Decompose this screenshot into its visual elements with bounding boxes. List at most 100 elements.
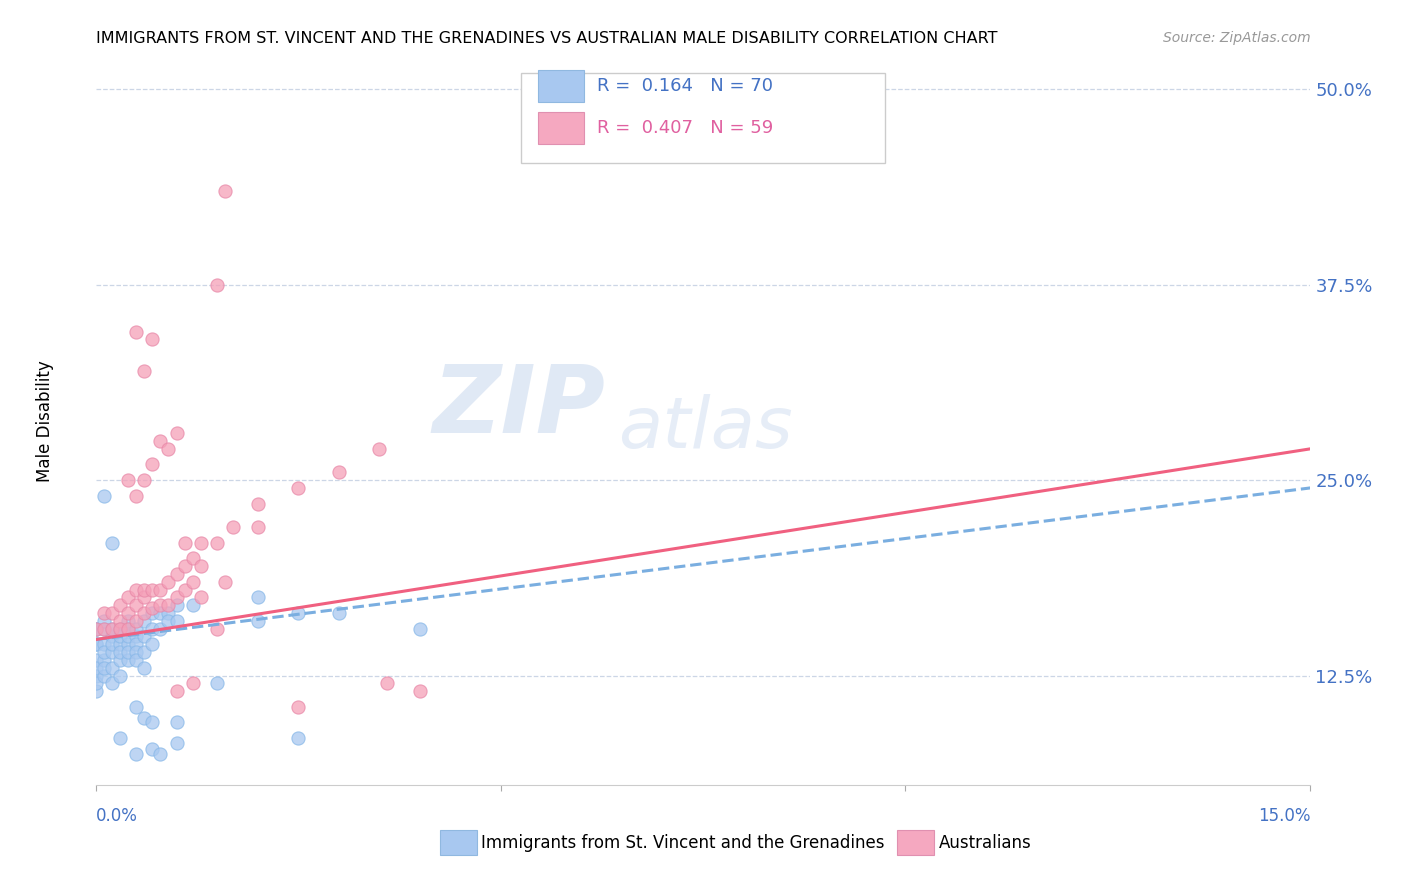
Text: Australians: Australians xyxy=(939,834,1032,852)
Point xyxy=(117,629,139,643)
Point xyxy=(93,653,115,667)
Text: 0.0%: 0.0% xyxy=(96,807,138,825)
Point xyxy=(117,591,139,605)
Point xyxy=(181,574,204,589)
Point xyxy=(246,497,269,511)
Point xyxy=(190,559,212,574)
Point xyxy=(84,637,107,651)
Point xyxy=(117,637,139,651)
Point xyxy=(166,614,188,628)
Point xyxy=(108,629,131,643)
Point xyxy=(125,489,148,503)
Point xyxy=(149,598,172,612)
Point xyxy=(214,574,236,589)
Point xyxy=(141,715,163,730)
Point xyxy=(246,520,269,534)
Point xyxy=(157,574,180,589)
Point xyxy=(368,442,391,456)
Point xyxy=(101,661,124,675)
Point xyxy=(190,535,212,549)
Point xyxy=(328,606,350,620)
Point xyxy=(246,591,269,605)
Point xyxy=(125,747,148,761)
Point xyxy=(166,684,188,698)
Point xyxy=(205,622,228,636)
Point xyxy=(125,637,148,651)
Point xyxy=(134,661,156,675)
Point xyxy=(173,535,195,549)
Point xyxy=(93,668,115,682)
Text: R =  0.164   N = 70: R = 0.164 N = 70 xyxy=(598,77,773,95)
Text: IMMIGRANTS FROM ST. VINCENT AND THE GRENADINES VS AUSTRALIAN MALE DISABILITY COR: IMMIGRANTS FROM ST. VINCENT AND THE GREN… xyxy=(96,31,997,46)
Point xyxy=(141,582,163,597)
Point xyxy=(93,489,115,503)
Point xyxy=(93,637,115,651)
Point xyxy=(134,473,156,487)
Point xyxy=(157,598,180,612)
Point xyxy=(173,559,195,574)
Point xyxy=(101,629,124,643)
Point xyxy=(125,582,148,597)
Point xyxy=(205,535,228,549)
Text: R =  0.407   N = 59: R = 0.407 N = 59 xyxy=(598,119,773,136)
Point xyxy=(149,747,172,761)
Point xyxy=(214,184,236,198)
Point xyxy=(134,645,156,659)
Point xyxy=(141,458,163,472)
Point xyxy=(375,676,398,690)
Point xyxy=(93,622,115,636)
Point xyxy=(117,606,139,620)
Point xyxy=(134,711,156,725)
Point xyxy=(84,653,107,667)
Point xyxy=(84,668,107,682)
Point xyxy=(157,442,180,456)
Point xyxy=(166,591,188,605)
Point xyxy=(287,699,309,714)
Point xyxy=(134,629,156,643)
Point xyxy=(108,622,131,636)
Point xyxy=(166,736,188,750)
Point xyxy=(84,622,107,636)
Point xyxy=(125,622,148,636)
Point xyxy=(205,277,228,292)
Point xyxy=(84,676,107,690)
Point xyxy=(125,629,148,643)
Point xyxy=(141,622,163,636)
Text: Immigrants from St. Vincent and the Grenadines: Immigrants from St. Vincent and the Gren… xyxy=(481,834,884,852)
Point xyxy=(205,676,228,690)
Point xyxy=(134,591,156,605)
Point xyxy=(328,465,350,479)
Point xyxy=(141,742,163,756)
Point xyxy=(108,653,131,667)
Point xyxy=(134,606,156,620)
Point xyxy=(134,582,156,597)
FancyBboxPatch shape xyxy=(537,112,583,144)
Point xyxy=(84,684,107,698)
Point xyxy=(117,614,139,628)
Point xyxy=(125,653,148,667)
Point xyxy=(125,645,148,659)
Point xyxy=(157,606,180,620)
Point xyxy=(141,606,163,620)
Point xyxy=(117,473,139,487)
Point xyxy=(408,622,430,636)
Point xyxy=(141,601,163,615)
Point xyxy=(108,622,131,636)
Point xyxy=(101,645,124,659)
Point xyxy=(84,637,107,651)
Point xyxy=(101,637,124,651)
Point xyxy=(93,606,115,620)
Point xyxy=(108,598,131,612)
Point xyxy=(93,661,115,675)
Point xyxy=(141,637,163,651)
Text: 15.0%: 15.0% xyxy=(1258,807,1310,825)
Point xyxy=(149,582,172,597)
Point xyxy=(125,325,148,339)
Point xyxy=(101,622,124,636)
FancyBboxPatch shape xyxy=(520,72,886,163)
Point xyxy=(287,606,309,620)
Point xyxy=(101,622,124,636)
Point xyxy=(108,645,131,659)
Point xyxy=(166,566,188,581)
Point xyxy=(141,332,163,346)
